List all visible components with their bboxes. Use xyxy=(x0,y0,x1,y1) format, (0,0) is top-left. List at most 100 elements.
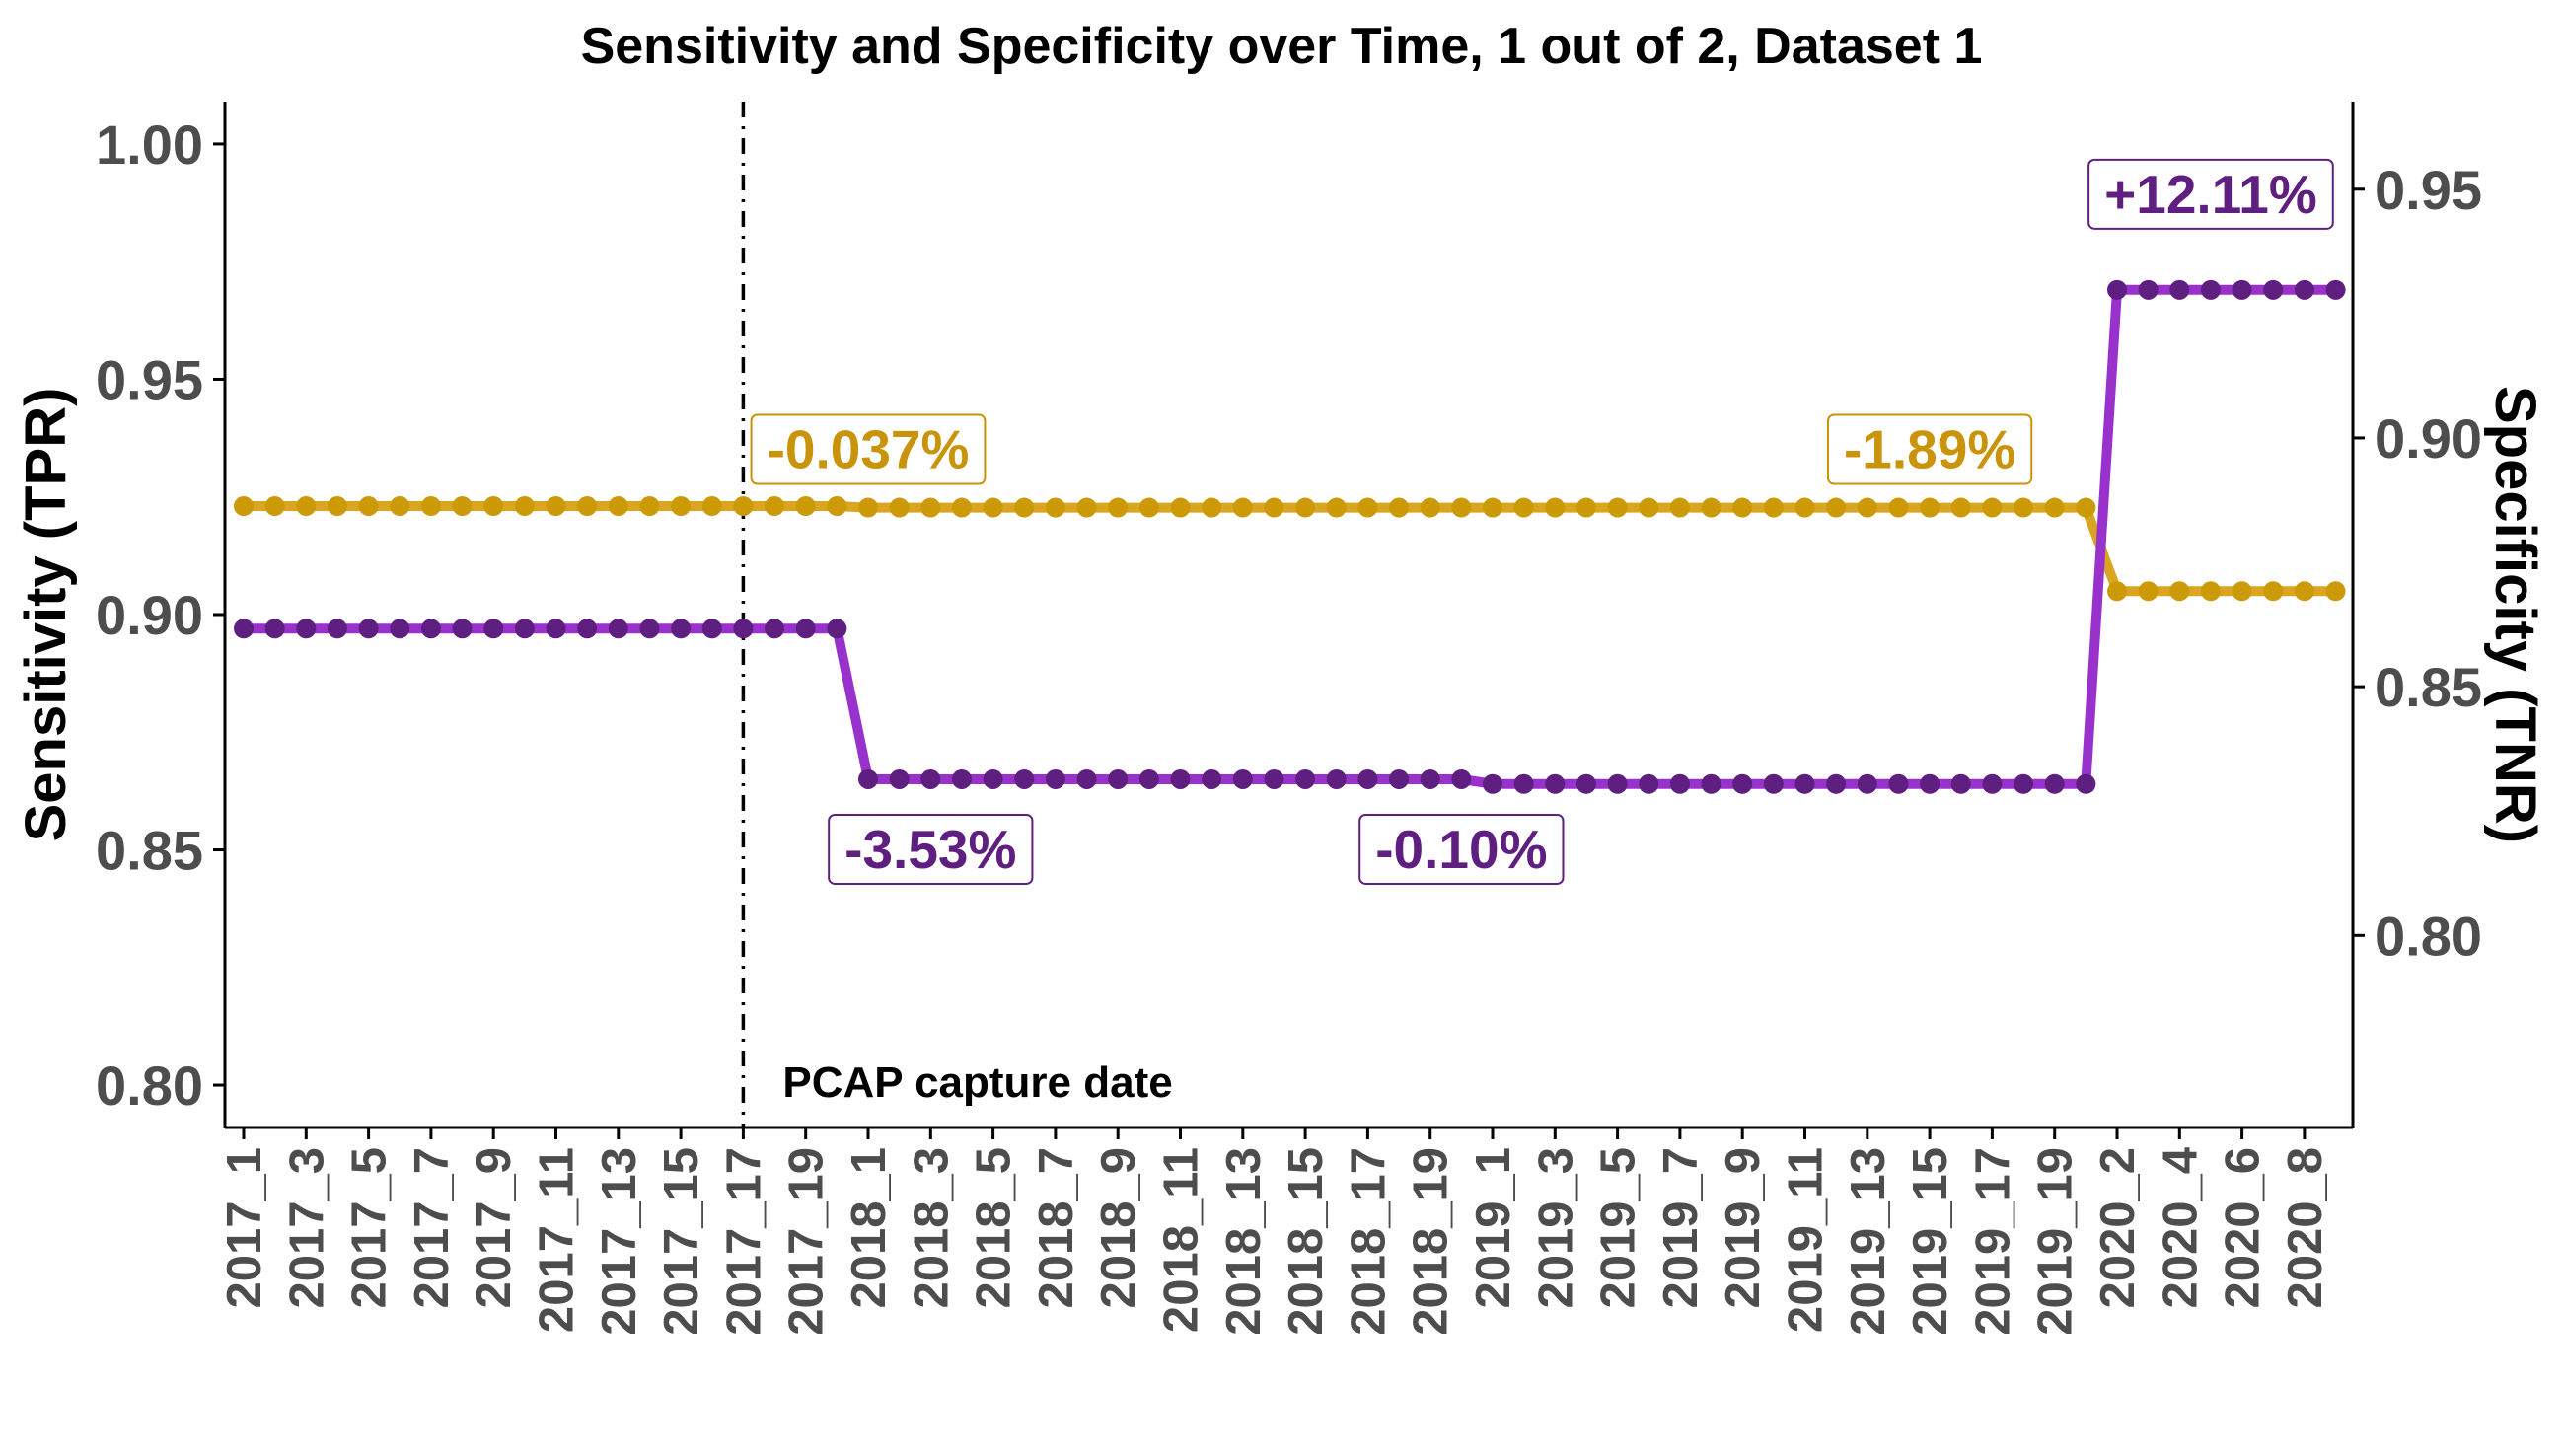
sensitivity-point xyxy=(358,619,379,639)
sensitivity-point xyxy=(1326,768,1347,789)
specificity-point xyxy=(1170,497,1191,518)
specificity-point xyxy=(2232,581,2252,602)
y-left-tick-label: 0.80 xyxy=(96,1055,203,1117)
x-tick-label: 2019_13 xyxy=(1842,1147,1895,1336)
x-tick-label: 2017_13 xyxy=(593,1147,646,1336)
specificity-point xyxy=(827,496,847,517)
x-tick-label: 2018_15 xyxy=(1280,1147,1333,1336)
specificity-point xyxy=(1545,497,1566,518)
sensitivity-point xyxy=(1607,773,1628,794)
annotation-label: -0.10% xyxy=(1375,819,1547,880)
specificity-point xyxy=(1607,497,1628,518)
sensitivity-point xyxy=(1575,773,1596,794)
sensitivity-point xyxy=(733,619,754,639)
annotation-box xyxy=(1358,813,1565,885)
sensitivity-point xyxy=(1513,773,1534,794)
sensitivity-point xyxy=(701,619,722,639)
annotations: -0.037% -1.89% -3.53% -0.10% +12.11% xyxy=(750,158,2334,885)
sensitivity-point xyxy=(420,619,441,639)
specificity-point xyxy=(1202,497,1222,518)
specificity-point xyxy=(1513,497,1534,518)
sensitivity-point xyxy=(1264,768,1284,789)
sensitivity-point xyxy=(1763,773,1784,794)
specificity-point xyxy=(1264,497,1284,518)
specificity-line xyxy=(239,501,2341,597)
sensitivity-point xyxy=(1669,773,1690,794)
specificity-point xyxy=(639,496,660,517)
y-right-tick-label: 0.95 xyxy=(2375,159,2482,221)
x-tick-label: 2017_7 xyxy=(405,1147,459,1309)
sensitivity-point xyxy=(827,619,847,639)
sensitivity-point xyxy=(795,619,816,639)
specificity-point xyxy=(1950,497,1971,518)
x-tick-label: 2019_3 xyxy=(1529,1147,1582,1309)
sensitivity-point xyxy=(1920,773,1941,794)
sensitivity-point xyxy=(2076,773,2096,794)
x-tick-label: 2017_5 xyxy=(343,1147,397,1309)
sensitivity-point xyxy=(2294,279,2314,300)
sensitivity-point xyxy=(671,619,692,639)
specificity-point xyxy=(765,496,785,517)
sensitivity-point xyxy=(1826,773,1847,794)
specificity-point xyxy=(2294,581,2314,602)
sensitivity-point xyxy=(1701,773,1721,794)
specificity-point xyxy=(951,497,972,518)
annotation-box xyxy=(2087,158,2334,230)
sensitivity-point xyxy=(1232,768,1253,789)
x-tick-label: 2020_8 xyxy=(2279,1147,2332,1309)
x-tick-label: 2018_9 xyxy=(1092,1147,1145,1309)
specificity-point xyxy=(1982,497,2003,518)
sensitivity-point xyxy=(296,619,317,639)
specificity-point xyxy=(2169,581,2190,602)
sensitivity-point xyxy=(546,619,566,639)
sensitivity-point xyxy=(264,619,285,639)
sensitivity-point xyxy=(1451,768,1472,789)
annotation: -1.89% xyxy=(1826,413,2033,485)
specificity-point xyxy=(327,496,347,517)
sensitivity-line xyxy=(239,284,2341,789)
specificity-point xyxy=(2076,497,2096,518)
sensitivity-point xyxy=(327,619,347,639)
y-left-tick-label: 1.00 xyxy=(96,113,203,176)
specificity-point xyxy=(1639,497,1659,518)
sensitivity-point xyxy=(1545,773,1566,794)
specificity-point xyxy=(452,496,473,517)
x-tick-label: 2018_11 xyxy=(1155,1147,1208,1333)
specificity-point xyxy=(1076,497,1097,518)
x-tick-label: 2018_17 xyxy=(1342,1147,1395,1336)
specificity-point xyxy=(1357,497,1378,518)
annotation-label: +12.11% xyxy=(2104,164,2317,225)
specificity-point xyxy=(1826,497,1847,518)
specificity-point xyxy=(1857,497,1877,518)
annotation-label: -0.037% xyxy=(768,419,970,480)
x-tick-label: 2020_2 xyxy=(2091,1147,2145,1309)
sensitivity-point xyxy=(2169,279,2190,300)
sensitivity-point xyxy=(1794,773,1815,794)
x-tick-label: 2019_19 xyxy=(2029,1147,2083,1336)
x-tick-label: 2019_15 xyxy=(1904,1147,1957,1336)
specificity-point xyxy=(889,497,910,518)
specificity-point xyxy=(701,496,722,517)
sensitivity-point xyxy=(951,768,972,789)
x-tick-label: 2019_11 xyxy=(1780,1147,1833,1333)
specificity-point xyxy=(296,496,317,517)
specificity-point xyxy=(1575,497,1596,518)
sensitivity-point xyxy=(2325,279,2346,300)
annotation: +12.11% xyxy=(2087,158,2334,230)
annotation: -0.10% xyxy=(1358,813,1565,885)
specificity-point xyxy=(1420,497,1440,518)
specificity-point xyxy=(2014,497,2034,518)
specificity-point xyxy=(608,496,628,517)
specificity-point xyxy=(1232,497,1253,518)
annotation: -0.037% xyxy=(750,413,987,485)
x-tick-label: 2019_1 xyxy=(1467,1147,1520,1309)
sensitivity-point xyxy=(2232,279,2252,300)
sensitivity-point xyxy=(639,619,660,639)
sensitivity-point xyxy=(483,619,504,639)
specificity-point xyxy=(1483,497,1502,518)
axes: 0.80 0.85 0.90 0.95 1.00 0.80 0.85 0.90 0.95 2017… xyxy=(96,102,2482,1336)
specificity-point xyxy=(1794,497,1815,518)
x-tick-label: 2018_1 xyxy=(842,1147,896,1309)
specificity-point xyxy=(795,496,816,517)
specificity-point xyxy=(420,496,441,517)
